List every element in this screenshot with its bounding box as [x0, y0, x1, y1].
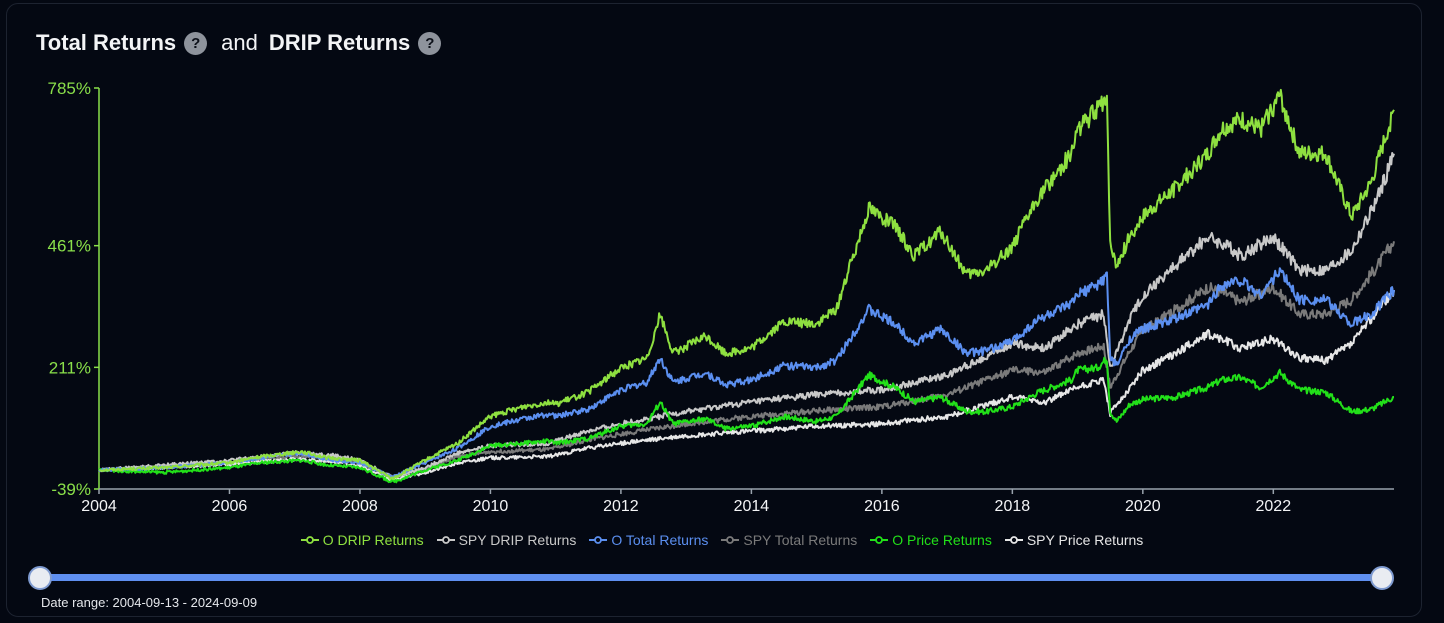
- x-tick-label: 2012: [603, 498, 639, 515]
- series-line-spy-price-returns: [98, 287, 1395, 482]
- legend-marker-icon: [870, 536, 889, 544]
- x-tick-label: 2018: [995, 498, 1031, 515]
- legend-item-spy-drip-returns[interactable]: SPY DRIP Returns: [436, 532, 577, 548]
- chart-title: Total Returns ? and DRIP Returns ?: [36, 28, 442, 58]
- chart-legend: O DRIP Returns SPY DRIP Returns O Total Re…: [0, 532, 1444, 548]
- legend-marker-icon: [721, 536, 740, 544]
- legend-marker-icon: [1004, 536, 1023, 544]
- date-range-label: Date range: 2004-09-13 - 2024-09-09: [41, 595, 258, 610]
- x-tick-label: 2010: [473, 498, 509, 515]
- y-tick-label: -39%: [51, 480, 91, 499]
- y-tick-label: 785%: [48, 79, 91, 98]
- legend-label: SPY Total Returns: [743, 532, 858, 548]
- x-tick-label: 2008: [342, 498, 378, 515]
- title-drip-returns: DRIP Returns: [268, 30, 411, 55]
- title-connector: and: [221, 30, 258, 55]
- title-total-returns: Total Returns: [36, 30, 177, 55]
- legend-label: O DRIP Returns: [322, 532, 424, 548]
- y-tick-label: 461%: [48, 237, 91, 256]
- date-range-slider-track[interactable]: [40, 574, 1382, 581]
- x-tick-label: 2022: [1256, 498, 1292, 515]
- legend-label: O Price Returns: [892, 532, 992, 548]
- series-line-o-total-returns: [98, 267, 1395, 479]
- x-tick-label: 2004: [81, 498, 117, 515]
- legend-label: SPY Price Returns: [1026, 532, 1144, 548]
- x-tick-label: 2014: [734, 498, 770, 515]
- legend-marker-icon: [589, 536, 608, 544]
- date-range-end-handle[interactable]: [1370, 566, 1394, 590]
- series-line-o-drip-returns: [98, 88, 1395, 481]
- legend-label: SPY DRIP Returns: [458, 532, 577, 548]
- series-line-o-price-returns: [98, 356, 1394, 484]
- legend-item-o-total-returns[interactable]: O Total Returns: [589, 532, 708, 548]
- legend-item-spy-price-returns[interactable]: SPY Price Returns: [1004, 532, 1144, 548]
- series-line-spy-total-returns: [98, 241, 1395, 480]
- drip-returns-help-icon[interactable]: ?: [418, 31, 442, 55]
- legend-item-o-drip-returns[interactable]: O DRIP Returns: [300, 532, 424, 548]
- total-returns-help-icon[interactable]: ?: [184, 31, 208, 55]
- x-tick-label: 2016: [864, 498, 900, 515]
- legend-label: O Total Returns: [611, 532, 709, 548]
- y-tick-label: 211%: [49, 358, 91, 377]
- legend-marker-icon: [300, 536, 319, 544]
- legend-marker-icon: [436, 536, 455, 544]
- x-tick-label: 2020: [1125, 498, 1161, 515]
- x-tick-label: 2006: [212, 498, 248, 515]
- legend-item-spy-total-returns[interactable]: SPY Total Returns: [721, 532, 857, 548]
- legend-item-o-price-returns[interactable]: O Price Returns: [870, 532, 992, 548]
- date-range-start-handle[interactable]: [28, 566, 52, 590]
